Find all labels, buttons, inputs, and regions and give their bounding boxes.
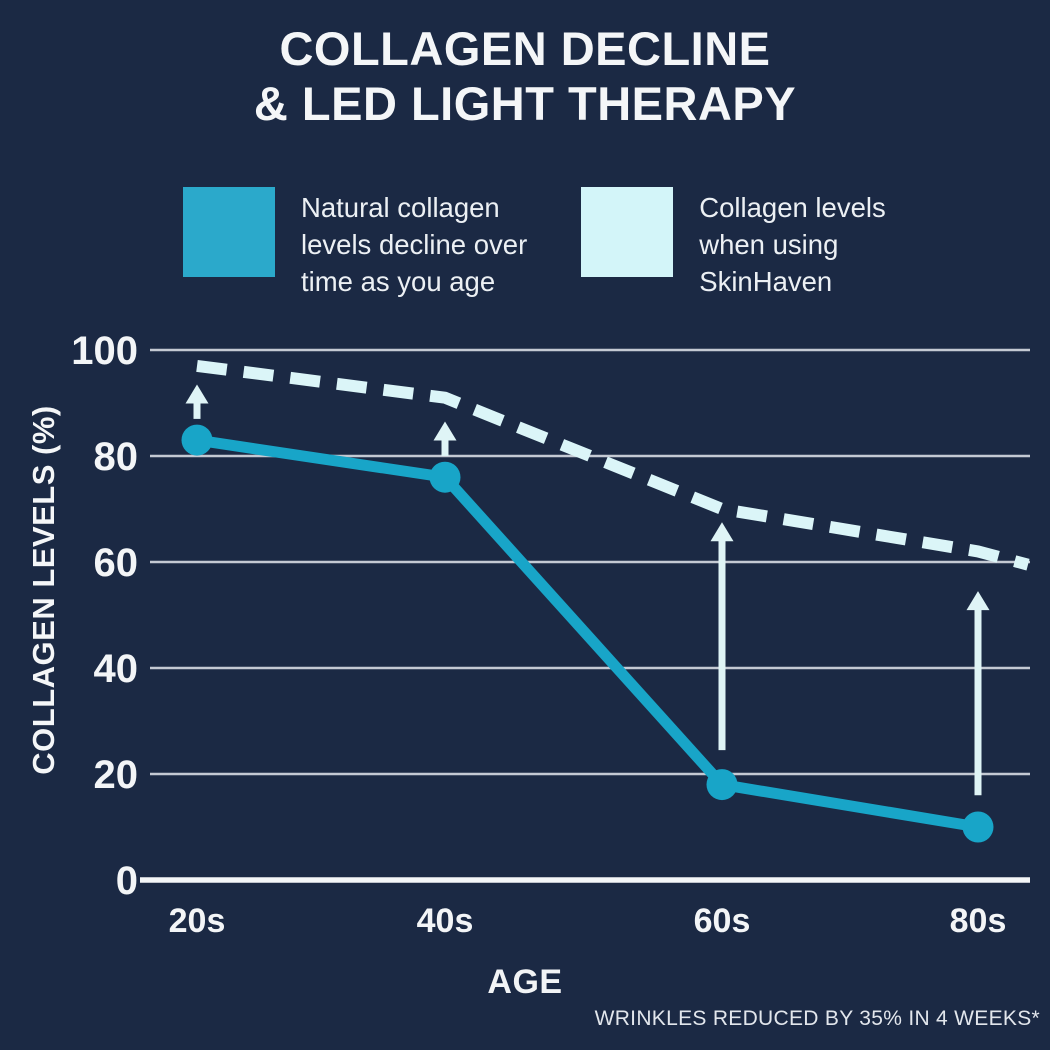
- legend-label-line: SkinHaven: [699, 266, 833, 297]
- legend-item-natural-collagen: Natural collagen levels decline over tim…: [183, 187, 527, 300]
- y-tick-label-40: 40: [94, 647, 139, 691]
- legend-label-line: Collagen levels: [699, 192, 886, 223]
- arrow-up-icon: [185, 384, 209, 404]
- legend-swatch-skinhaven: [581, 187, 674, 277]
- legend-label-line: when using: [699, 229, 839, 260]
- legend-label-skinhaven: Collagen levels when using SkinHaven: [699, 187, 886, 300]
- y-tick-label-100: 100: [71, 329, 138, 373]
- legend-label-line: levels decline over: [301, 229, 528, 260]
- x-axis-title: AGE: [487, 963, 563, 1001]
- x-tick-label-60s: 60s: [694, 902, 751, 940]
- page-title-line1: COLLAGEN DECLINE: [279, 22, 771, 75]
- legend-label-line: Natural collagen: [301, 192, 500, 223]
- data-point-80s: [962, 811, 994, 843]
- series-line-skinhaven: [196, 359, 1030, 571]
- legend-label-natural-collagen: Natural collagen levels decline over tim…: [301, 187, 527, 300]
- footnote: WRINKLES REDUCED BY 35% IN 4 WEEKS*: [594, 1007, 1040, 1030]
- data-point-60s: [706, 769, 738, 801]
- y-tick-label-0: 0: [116, 859, 138, 903]
- y-tick-label-60: 60: [94, 541, 139, 585]
- page-title-line2: & LED LIGHT THERAPY: [253, 76, 797, 130]
- page-title: COLLAGEN DECLINE & LED LIGHT THERAPY: [0, 22, 1050, 131]
- legend-swatch-natural-collagen: [183, 187, 275, 277]
- arrow-up-icon: [966, 591, 990, 611]
- chart-legend: Natural collagen levels decline over tim…: [183, 187, 886, 300]
- y-axis-title: COLLAGEN LEVELS (%): [26, 405, 61, 775]
- series-line-natural-decline: [191, 434, 984, 833]
- x-tick-label-20s: 20s: [169, 902, 226, 940]
- legend-item-skinhaven: Collagen levels when using SkinHaven: [581, 187, 886, 300]
- y-tick-label-80: 80: [94, 435, 139, 479]
- arrow-up-icon: [710, 522, 734, 542]
- arrow-up-icon: [433, 421, 457, 441]
- y-tick-label-20: 20: [94, 753, 139, 797]
- data-point-20s: [181, 424, 213, 456]
- legend-label-line: time as you age: [301, 266, 496, 297]
- x-tick-label-40s: 40s: [417, 902, 474, 940]
- x-tick-label-80s: 80s: [950, 902, 1007, 940]
- data-point-40s: [429, 461, 461, 493]
